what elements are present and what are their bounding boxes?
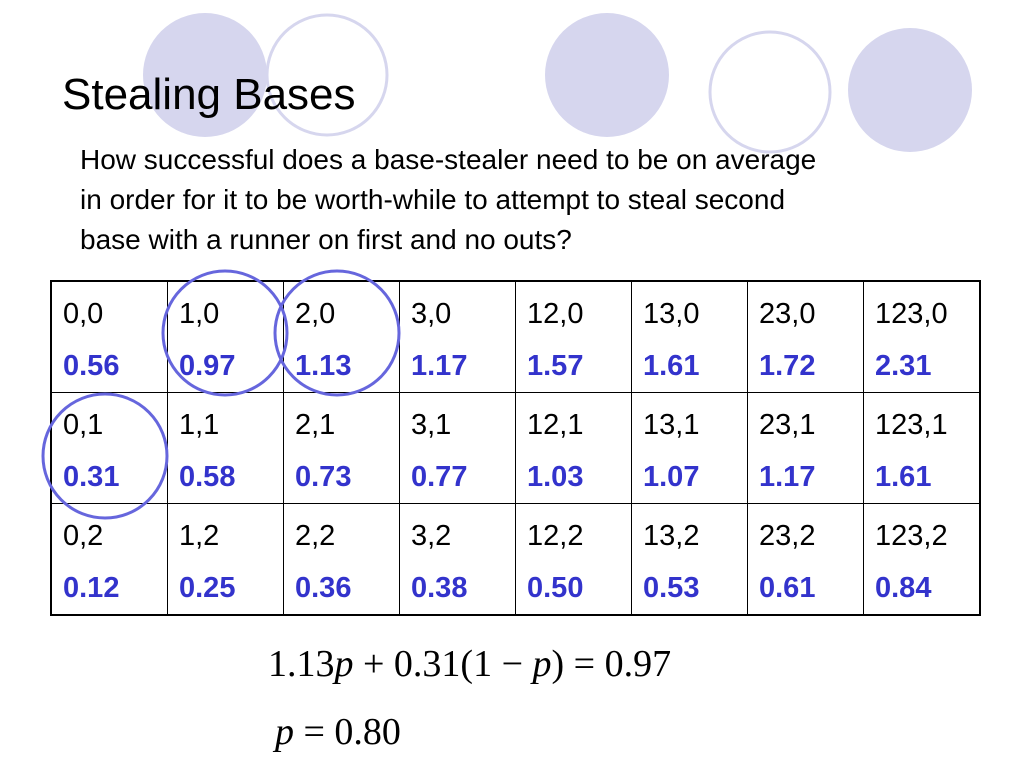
table-row: 0,2 0.12 1,2 0.25 2,2 0.36 3,2 0.38 12,2 0.50 13,2… — [50, 503, 981, 616]
cell-label: 2,2 — [295, 520, 336, 552]
table-cell: 3,2 0.38 — [399, 503, 516, 616]
cell-value: 0.31 — [63, 461, 120, 493]
cell-label: 3,1 — [411, 409, 452, 441]
table-cell: 13,0 1.61 — [631, 280, 748, 393]
equation-part: ) = 0.97 — [551, 643, 672, 685]
table-cell: 13,1 1.07 — [631, 392, 748, 504]
cell-label: 2,1 — [295, 409, 336, 441]
deco-circle — [265, 13, 389, 137]
equation: p = 0.80 — [275, 710, 401, 754]
cell-value: 1.72 — [759, 350, 816, 382]
cell-label: 0,2 — [63, 520, 104, 552]
cell-value: 1.13 — [295, 350, 352, 382]
equation-part: p — [334, 643, 354, 685]
cell-label: 0,0 — [63, 298, 104, 330]
cell-value: 0.84 — [875, 572, 932, 604]
cell-value: 0.38 — [411, 572, 468, 604]
cell-value: 1.61 — [643, 350, 700, 382]
cell-value: 0.25 — [179, 572, 236, 604]
table-cell: 1,2 0.25 — [167, 503, 284, 616]
cell-label: 1,1 — [179, 409, 220, 441]
cell-value: 0.12 — [63, 572, 120, 604]
cell-label: 0,1 — [63, 409, 104, 441]
cell-label: 12,0 — [527, 298, 584, 330]
body-line: in order for it to be worth-while to att… — [80, 184, 786, 215]
table-cell: 1,0 0.97 — [167, 280, 284, 393]
cell-label: 12,2 — [527, 520, 584, 552]
cell-label: 23,1 — [759, 409, 816, 441]
table-cell: 2,2 0.36 — [283, 503, 400, 616]
cell-label: 3,2 — [411, 520, 452, 552]
table-cell: 23,1 1.17 — [747, 392, 864, 504]
cell-value: 0.73 — [295, 461, 352, 493]
cell-label: 23,0 — [759, 298, 816, 330]
cell-label: 13,1 — [643, 409, 700, 441]
table-cell: 3,1 0.77 — [399, 392, 516, 504]
equation-part: = 0.80 — [294, 711, 401, 753]
cell-value: 0.97 — [179, 350, 236, 382]
cell-value: 0.36 — [295, 572, 352, 604]
cell-value: 0.56 — [63, 350, 120, 382]
equation-part: p — [532, 643, 552, 685]
equation-part: p — [275, 711, 294, 753]
body-text: How successful does a base-stealer need … — [80, 140, 816, 260]
cell-value: 2.31 — [875, 350, 932, 382]
cell-value: 1.17 — [411, 350, 468, 382]
table-cell: 12,1 1.03 — [515, 392, 632, 504]
table-cell: 2,0 1.13 — [283, 280, 400, 393]
table: 0,0 0.56 1,0 0.97 2,0 1.13 3,0 1.17 12,0 1.57 13,0… — [50, 280, 981, 616]
cell-label: 12,1 — [527, 409, 584, 441]
body-line: base with a runner on first and no outs? — [80, 224, 572, 255]
table-cell: 0,0 0.56 — [50, 280, 168, 393]
table-row: 0,1 0.31 1,1 0.58 2,1 0.73 3,1 0.77 12,1 1.03 13,1… — [50, 392, 981, 504]
table-cell: 0,2 0.12 — [50, 503, 168, 616]
cell-label: 13,0 — [643, 298, 700, 330]
cell-value: 1.17 — [759, 461, 816, 493]
equation-part: 1.13 — [268, 643, 335, 685]
cell-value: 0.53 — [643, 572, 700, 604]
cell-label: 123,0 — [875, 298, 948, 330]
body-line: How successful does a base-stealer need … — [80, 144, 817, 175]
table-cell: 1,1 0.58 — [167, 392, 284, 504]
table-cell: 12,0 1.57 — [515, 280, 632, 393]
cell-label: 3,0 — [411, 298, 452, 330]
cell-value: 0.58 — [179, 461, 236, 493]
deco-circle — [545, 13, 669, 137]
cell-label: 13,2 — [643, 520, 700, 552]
cell-label: 123,2 — [875, 520, 948, 552]
equation-part: + 0.31(1 − — [353, 643, 533, 685]
cell-value: 0.50 — [527, 572, 584, 604]
cell-value: 1.07 — [643, 461, 700, 493]
cell-value: 1.57 — [527, 350, 584, 382]
cell-value: 1.61 — [875, 461, 932, 493]
table-cell: 23,0 1.72 — [747, 280, 864, 393]
title: Stealing Bases — [62, 70, 356, 119]
table-cell: 13,2 0.53 — [631, 503, 748, 616]
cell-label: 1,0 — [179, 298, 220, 330]
cell-value: 0.77 — [411, 461, 468, 493]
cell-label: 123,1 — [875, 409, 948, 441]
cell-value: 0.61 — [759, 572, 816, 604]
table-cell: 123,1 1.61 — [863, 392, 981, 504]
cell-value: 1.03 — [527, 461, 584, 493]
deco-circle — [708, 30, 832, 154]
table-cell: 23,2 0.61 — [747, 503, 864, 616]
cell-label: 1,2 — [179, 520, 220, 552]
equation: 1.13p + 0.31(1 − p) = 0.97 — [268, 642, 671, 686]
table-cell: 2,1 0.73 — [283, 392, 400, 504]
table-cell: 3,0 1.17 — [399, 280, 516, 393]
table-cell: 0,1 0.31 — [50, 392, 168, 504]
table-cell: 12,2 0.50 — [515, 503, 632, 616]
table-row: 0,0 0.56 1,0 0.97 2,0 1.13 3,0 1.17 12,0 1.57 13,0… — [50, 280, 981, 393]
cell-label: 2,0 — [295, 298, 336, 330]
table-cell: 123,0 2.31 — [863, 280, 981, 393]
deco-circle — [143, 13, 267, 137]
cell-label: 23,2 — [759, 520, 816, 552]
deco-circle — [848, 28, 972, 152]
table-cell: 123,2 0.84 — [863, 503, 981, 616]
